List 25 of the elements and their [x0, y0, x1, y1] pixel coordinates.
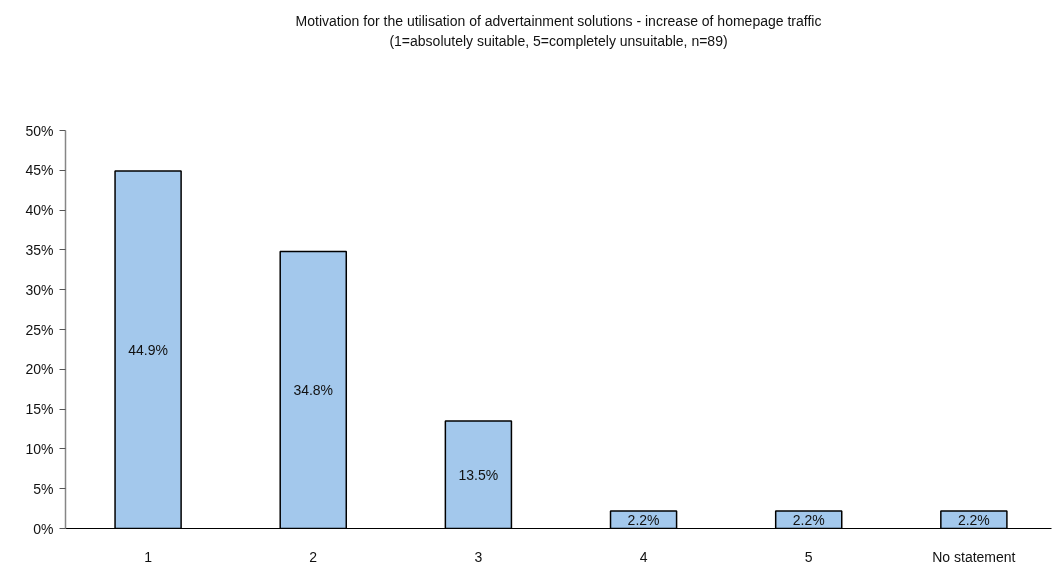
- x-tick-label: 2: [309, 548, 318, 565]
- x-tick-label: No statement: [932, 548, 1016, 565]
- data-label: 2.2%: [792, 511, 825, 528]
- y-tick-label: 10%: [25, 440, 54, 457]
- data-label: 2.2%: [627, 511, 660, 528]
- data-label: 44.9%: [128, 341, 168, 358]
- x-tick-label: 5: [804, 548, 813, 565]
- x-tick-label: 3: [474, 548, 483, 565]
- y-tick-label: 30%: [25, 281, 54, 298]
- data-label: 2.2%: [957, 511, 990, 528]
- x-tick-label: 1: [144, 548, 153, 565]
- y-tick-label: 35%: [25, 241, 54, 258]
- chart-title: Motivation for the utilisation of advertainment solutions - increase of homepage traffic: [295, 12, 822, 29]
- y-tick-label: 45%: [25, 162, 54, 179]
- chart-subtitle: (1=absolutely suitable, 5=completely unsuitable, n=89): [389, 32, 728, 49]
- y-tick-label: 5%: [33, 480, 54, 497]
- y-tick-label: 20%: [25, 361, 54, 378]
- y-tick-label: 25%: [25, 321, 54, 338]
- y-tick-label: 50%: [25, 122, 54, 139]
- data-label: 34.8%: [293, 382, 334, 398]
- y-tick-label: 0%: [33, 520, 54, 537]
- data-label: 13.5%: [458, 466, 499, 483]
- y-tick-label: 40%: [25, 202, 54, 219]
- y-tick-label: 15%: [25, 401, 54, 418]
- x-tick-label: 4: [639, 548, 648, 565]
